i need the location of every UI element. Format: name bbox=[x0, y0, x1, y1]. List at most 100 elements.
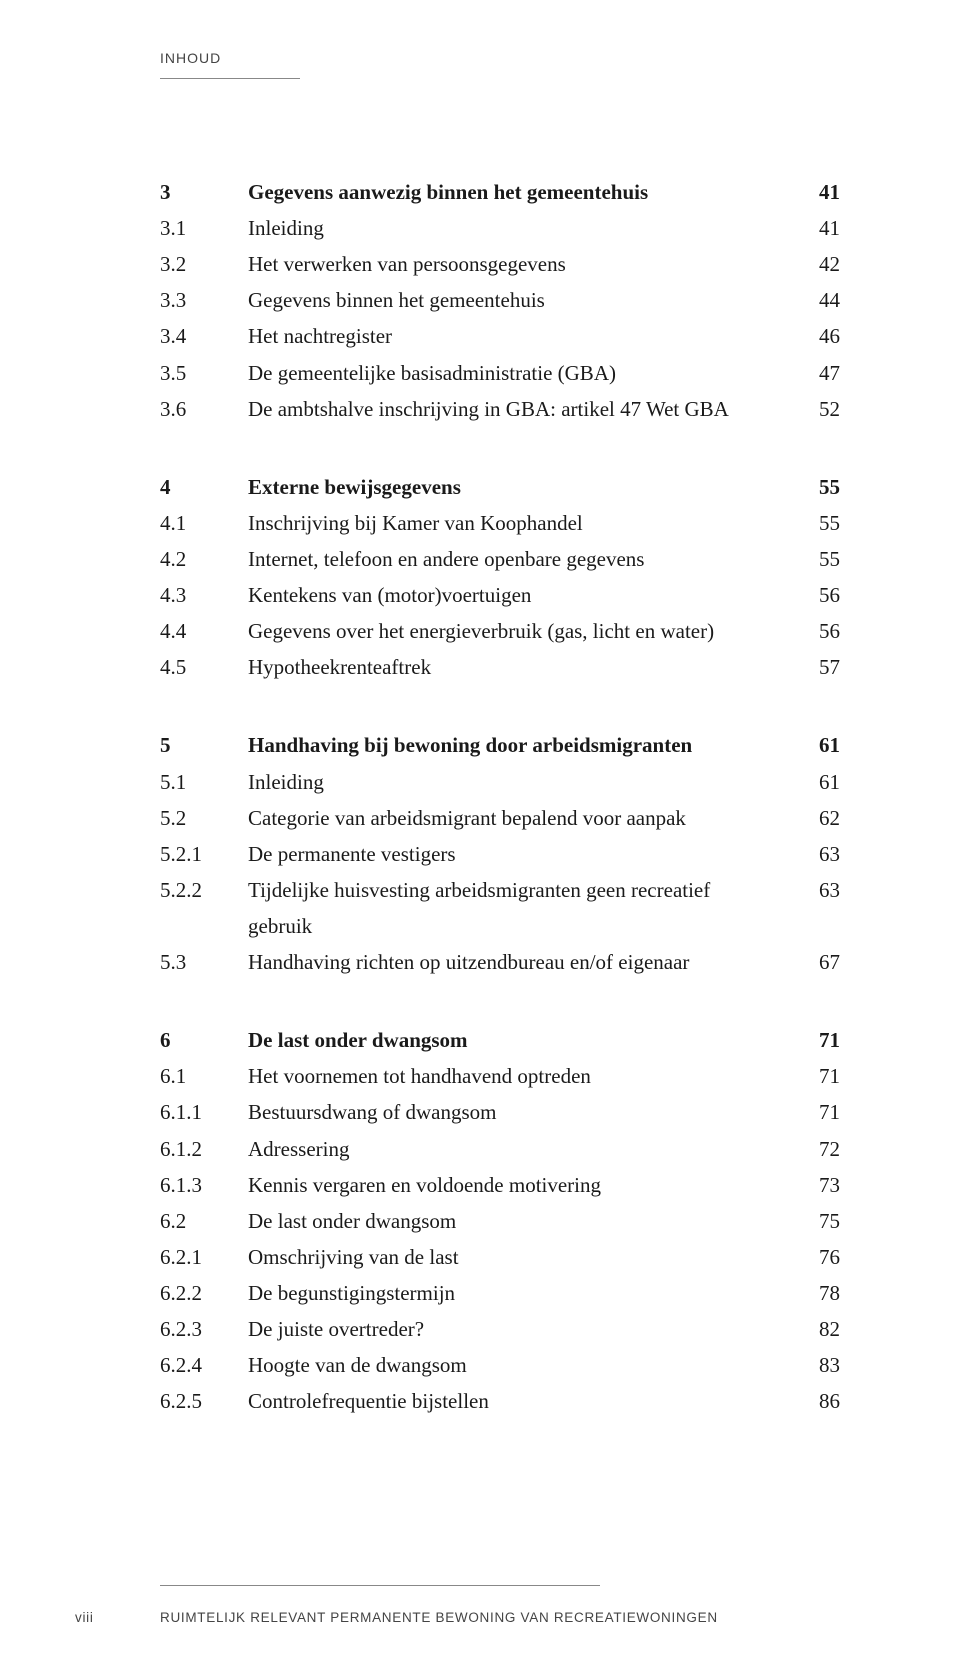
toc-entry-title: De last onder dwangsom bbox=[248, 1022, 790, 1058]
footer-text: viii RUIMTELIJK RELEVANT PERMANENTE BEWO… bbox=[75, 1610, 840, 1625]
footer-rule bbox=[160, 1585, 600, 1586]
toc-entry-title: Inleiding bbox=[248, 764, 790, 800]
toc-entry-number: 5 bbox=[160, 727, 248, 763]
toc-row: 3.4Het nachtregister46 bbox=[160, 318, 840, 354]
toc-entry-number: 5.2.1 bbox=[160, 836, 248, 872]
toc-entry-title: Het verwerken van persoonsgegevens bbox=[248, 246, 790, 282]
toc-entry-page: 41 bbox=[790, 210, 840, 246]
toc-entry-number: 6.1.1 bbox=[160, 1094, 248, 1130]
toc-entry-title: De begunstigingstermijn bbox=[248, 1275, 790, 1311]
toc-entry-title: Het voornemen tot handhavend optreden bbox=[248, 1058, 790, 1094]
toc-entry-number: 4.4 bbox=[160, 613, 248, 649]
toc-row: 6De last onder dwangsom71 bbox=[160, 1022, 840, 1058]
toc-row: 5.2.2Tijdelijke huisvesting arbeidsmigra… bbox=[160, 872, 840, 944]
toc-row: 6.2.3De juiste overtreder?82 bbox=[160, 1311, 840, 1347]
toc-row: 6.1Het voornemen tot handhavend optreden… bbox=[160, 1058, 840, 1094]
toc-entry-number: 4 bbox=[160, 469, 248, 505]
toc-entry-number: 3.3 bbox=[160, 282, 248, 318]
toc-entry-title: De ambtshalve inschrijving in GBA: artik… bbox=[248, 391, 790, 427]
toc-entry-page: 41 bbox=[790, 174, 840, 210]
toc-entry-page: 78 bbox=[790, 1275, 840, 1311]
toc-row: 4Externe bewijsgegevens55 bbox=[160, 469, 840, 505]
toc-entry-number: 3.1 bbox=[160, 210, 248, 246]
toc-entry-title: De gemeentelijke basisadministratie (GBA… bbox=[248, 355, 790, 391]
toc-entry-title: De last onder dwangsom bbox=[248, 1203, 790, 1239]
toc-row: 6.2De last onder dwangsom75 bbox=[160, 1203, 840, 1239]
toc-row: 3Gegevens aanwezig binnen het gemeentehu… bbox=[160, 174, 840, 210]
toc-row: 3.3Gegevens binnen het gemeentehuis44 bbox=[160, 282, 840, 318]
toc-entry-title: Externe bewijsgegevens bbox=[248, 469, 790, 505]
page-footer: viii RUIMTELIJK RELEVANT PERMANENTE BEWO… bbox=[75, 1585, 840, 1625]
toc-entry-number: 3 bbox=[160, 174, 248, 210]
toc-entry-title: Inschrijving bij Kamer van Koophandel bbox=[248, 505, 790, 541]
toc-entry-page: 82 bbox=[790, 1311, 840, 1347]
toc-row: 6.2.5Controlefrequentie bijstellen86 bbox=[160, 1383, 840, 1419]
toc-entry-number: 4.2 bbox=[160, 541, 248, 577]
toc-entry-number: 4.3 bbox=[160, 577, 248, 613]
toc-section: 5Handhaving bij bewoning door arbeidsmig… bbox=[160, 727, 840, 980]
toc-entry-page: 61 bbox=[790, 727, 840, 763]
toc-row: 6.2.2De begunstigingstermijn78 bbox=[160, 1275, 840, 1311]
toc-entry-title: Omschrijving van de last bbox=[248, 1239, 790, 1275]
toc-entry-number: 6.2.5 bbox=[160, 1383, 248, 1419]
toc-row: 6.1.2Adressering72 bbox=[160, 1131, 840, 1167]
toc-entry-title: Gegevens binnen het gemeentehuis bbox=[248, 282, 790, 318]
toc-entry-page: 67 bbox=[790, 944, 840, 980]
toc-entry-number: 6.1 bbox=[160, 1058, 248, 1094]
toc-row: 4.3Kentekens van (motor)voertuigen56 bbox=[160, 577, 840, 613]
toc-entry-number: 5.2.2 bbox=[160, 872, 248, 908]
toc-entry-page: 57 bbox=[790, 649, 840, 685]
toc-entry-page: 47 bbox=[790, 355, 840, 391]
toc-section: 6De last onder dwangsom716.1Het voorneme… bbox=[160, 1022, 840, 1419]
toc-row: 3.6De ambtshalve inschrijving in GBA: ar… bbox=[160, 391, 840, 427]
toc-entry-number: 6.1.2 bbox=[160, 1131, 248, 1167]
toc-row: 6.1.1Bestuursdwang of dwangsom71 bbox=[160, 1094, 840, 1130]
toc-row: 3.1Inleiding41 bbox=[160, 210, 840, 246]
toc-entry-page: 55 bbox=[790, 541, 840, 577]
toc-entry-number: 6.2.3 bbox=[160, 1311, 248, 1347]
toc-entry-page: 76 bbox=[790, 1239, 840, 1275]
toc-entry-number: 6.2 bbox=[160, 1203, 248, 1239]
toc-entry-page: 55 bbox=[790, 505, 840, 541]
toc-entry-page: 73 bbox=[790, 1167, 840, 1203]
toc-row: 4.5Hypotheekrenteaftrek57 bbox=[160, 649, 840, 685]
toc-entry-title: Hypotheekrenteaftrek bbox=[248, 649, 790, 685]
toc-entry-number: 6 bbox=[160, 1022, 248, 1058]
toc-entry-page: 83 bbox=[790, 1347, 840, 1383]
toc-entry-number: 5.2 bbox=[160, 800, 248, 836]
toc-section: 3Gegevens aanwezig binnen het gemeentehu… bbox=[160, 174, 840, 427]
toc-entry-title: Gegevens over het energieverbruik (gas, … bbox=[248, 613, 790, 649]
page: INHOUD 3Gegevens aanwezig binnen het gem… bbox=[0, 0, 960, 1680]
toc-row: 3.5De gemeentelijke basisadministratie (… bbox=[160, 355, 840, 391]
toc-entry-title: Gegevens aanwezig binnen het gemeentehui… bbox=[248, 174, 790, 210]
toc-row: 3.2Het verwerken van persoonsgegevens42 bbox=[160, 246, 840, 282]
toc-entry-number: 5.1 bbox=[160, 764, 248, 800]
toc-entry-number: 3.2 bbox=[160, 246, 248, 282]
toc-entry-title: Het nachtregister bbox=[248, 318, 790, 354]
toc-entry-number: 5.3 bbox=[160, 944, 248, 980]
toc-row: 5.2Categorie van arbeidsmigrant bepalend… bbox=[160, 800, 840, 836]
toc-entry-page: 61 bbox=[790, 764, 840, 800]
toc-entry-number: 4.1 bbox=[160, 505, 248, 541]
toc-entry-page: 75 bbox=[790, 1203, 840, 1239]
toc-entry-page: 86 bbox=[790, 1383, 840, 1419]
toc-entry-number: 4.5 bbox=[160, 649, 248, 685]
table-of-contents: 3Gegevens aanwezig binnen het gemeentehu… bbox=[160, 174, 840, 1419]
toc-entry-number: 3.5 bbox=[160, 355, 248, 391]
toc-entry-number: 6.2.1 bbox=[160, 1239, 248, 1275]
toc-entry-page: 62 bbox=[790, 800, 840, 836]
toc-row: 6.2.4Hoogte van de dwangsom83 bbox=[160, 1347, 840, 1383]
toc-row: 5Handhaving bij bewoning door arbeidsmig… bbox=[160, 727, 840, 763]
toc-row: 4.4Gegevens over het energieverbruik (ga… bbox=[160, 613, 840, 649]
toc-entry-title: Categorie van arbeidsmigrant bepalend vo… bbox=[248, 800, 790, 836]
toc-entry-title: Adressering bbox=[248, 1131, 790, 1167]
toc-entry-page: 71 bbox=[790, 1094, 840, 1130]
toc-entry-page: 42 bbox=[790, 246, 840, 282]
toc-row: 4.1Inschrijving bij Kamer van Koophandel… bbox=[160, 505, 840, 541]
toc-entry-number: 6.2.4 bbox=[160, 1347, 248, 1383]
toc-entry-page: 52 bbox=[790, 391, 840, 427]
toc-entry-title: De permanente vestigers bbox=[248, 836, 790, 872]
toc-entry-number: 3.6 bbox=[160, 391, 248, 427]
toc-entry-title: Handhaving bij bewoning door arbeidsmigr… bbox=[248, 727, 790, 763]
toc-entry-number: 3.4 bbox=[160, 318, 248, 354]
